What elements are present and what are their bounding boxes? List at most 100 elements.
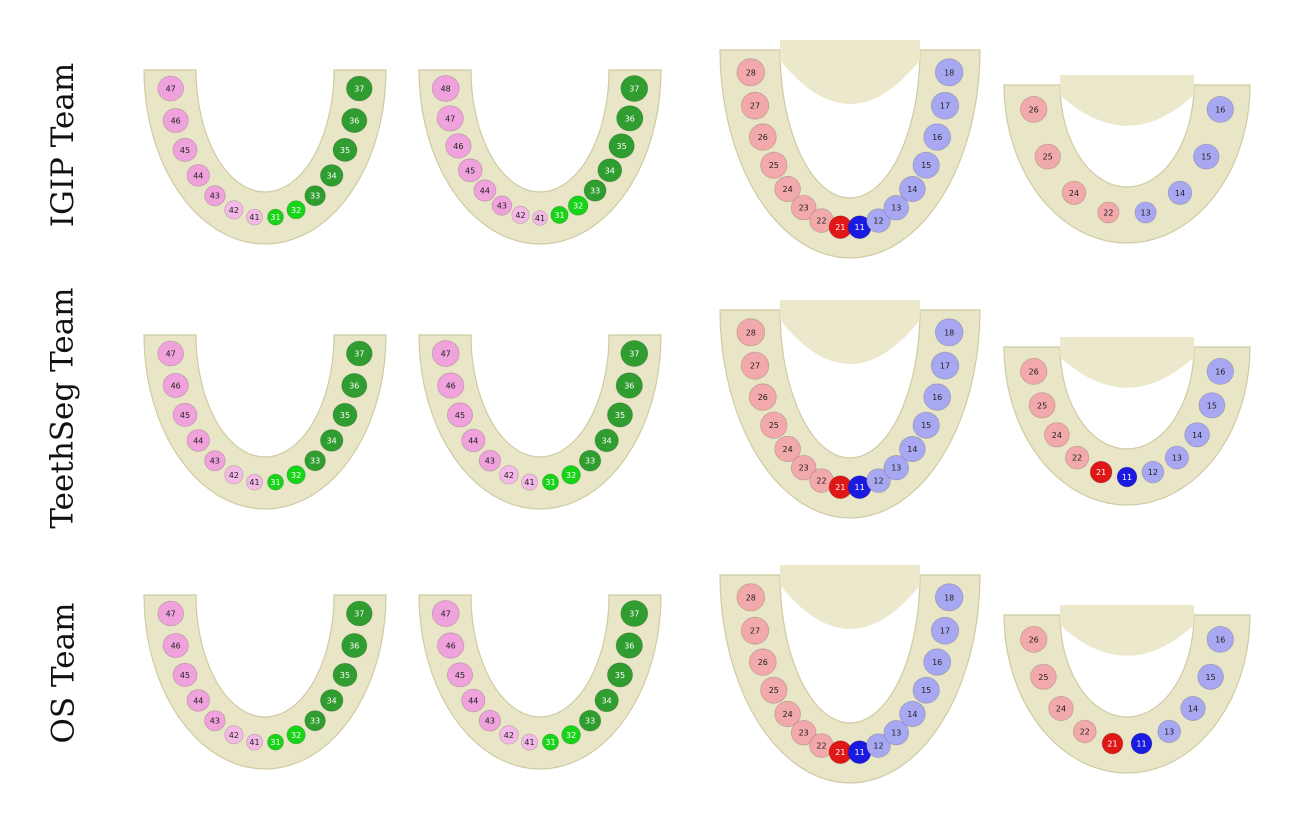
tooth-crown [1197, 663, 1224, 690]
scan-os-upper-small: 26 25 24 22 21 11 13 14 15 16 [1003, 560, 1251, 774]
tooth-number-label: 42 [504, 471, 514, 480]
tooth-23: 23 [790, 194, 817, 221]
tooth-number-label: 48 [441, 85, 451, 94]
tooth-number-label: 34 [327, 171, 337, 180]
tooth-crown [1180, 695, 1206, 721]
tooth-number-label: 18 [944, 68, 954, 77]
tooth-number-label: 25 [1037, 401, 1047, 410]
tooth-number-label: 47 [166, 85, 176, 94]
tooth-46: 46 [162, 633, 189, 659]
tooth-33: 33 [579, 449, 602, 472]
tooth-crown [346, 600, 373, 627]
tooth-crown [748, 648, 777, 676]
tooth-43: 43 [478, 449, 502, 472]
tooth-35: 35 [332, 662, 358, 687]
tooth-41: 41 [246, 733, 263, 751]
tooth-crown [246, 208, 263, 226]
tooth-crown [499, 465, 519, 485]
tooth-crown [930, 351, 960, 380]
tooth-crown [608, 133, 635, 159]
tooth-28: 28 [736, 318, 766, 347]
tooth-22: 22 [1097, 201, 1120, 224]
tooth-15: 15 [1197, 663, 1224, 690]
tooth-41: 41 [246, 208, 263, 226]
tooth-26: 26 [748, 123, 777, 151]
tooth-15: 15 [912, 676, 940, 704]
tooth-34: 34 [597, 158, 623, 183]
scan-svg: 47 46 45 44 43 42 41 31 32 33 34 35 36 37 [143, 69, 387, 245]
tooth-27: 27 [740, 616, 770, 645]
tooth-number-label: 44 [193, 436, 203, 445]
tooth-36: 36 [616, 105, 644, 132]
tooth-number-label: 43 [485, 457, 495, 466]
tooth-crown [332, 402, 358, 427]
tooth-21: 21 [1101, 732, 1124, 755]
tooth-crown [1028, 392, 1056, 419]
tooth-33: 33 [304, 710, 326, 732]
tooth-47: 47 [157, 600, 185, 627]
tooth-number-label: 26 [758, 393, 768, 402]
tooth-crown [172, 137, 198, 162]
tooth-number-label: 35 [340, 411, 350, 420]
tooth-number-label: 11 [855, 223, 865, 232]
tooth-35: 35 [332, 137, 358, 162]
tooth-number-label: 42 [504, 731, 514, 740]
tooth-number-label: 16 [1215, 367, 1225, 376]
tooth-crown [1061, 180, 1087, 205]
tooth-34: 34 [594, 688, 619, 713]
tooth-number-label: 22 [816, 742, 826, 751]
tooth-crown [740, 616, 770, 645]
tooth-number-label: 16 [1215, 635, 1225, 644]
tooth-crown [790, 194, 817, 221]
tooth-number-label: 33 [590, 187, 600, 196]
tooth-number-label: 23 [799, 464, 809, 473]
tooth-15: 15 [912, 411, 940, 439]
tooth-crown [204, 710, 226, 732]
tooth-46: 46 [437, 632, 465, 659]
tooth-number-label: 45 [180, 671, 190, 680]
tooth-16: 16 [923, 383, 952, 411]
tooth-24: 24 [774, 700, 801, 728]
tooth-crown [267, 208, 284, 226]
tooth-13: 13 [883, 454, 910, 481]
tooth-number-label: 15 [921, 686, 931, 695]
tooth-24: 24 [774, 435, 801, 463]
tooth-number-label: 47 [441, 610, 451, 619]
tooth-number-label: 46 [446, 382, 456, 391]
tooth-crown [774, 435, 801, 463]
tooth-number-label: 34 [602, 436, 612, 445]
tooth-13: 13 [1164, 445, 1189, 470]
tooth-crown [866, 733, 891, 758]
tooth-number-label: 32 [291, 731, 301, 740]
gum-surface [143, 594, 387, 770]
tooth-crown [1167, 180, 1193, 205]
tooth-37: 37 [620, 340, 649, 367]
tooth-number-label: 11 [1122, 473, 1132, 482]
tooth-number-label: 16 [1215, 105, 1225, 114]
scan-svg: 28 27 26 25 24 23 22 21 11 12 13 14 15 16 17 18 [719, 40, 981, 259]
tooth-number-label: 34 [327, 436, 337, 445]
tooth-number-label: 21 [835, 483, 845, 492]
tooth-28: 28 [736, 58, 766, 87]
tooth-24: 24 [1044, 422, 1070, 448]
tooth-number-label: 24 [1056, 705, 1066, 714]
tooth-crown [332, 662, 358, 687]
tooth-crown [883, 194, 910, 221]
tooth-42: 42 [499, 725, 519, 745]
tooth-number-label: 14 [1175, 189, 1185, 198]
tooth-17: 17 [930, 616, 960, 645]
tooth-number-label: 43 [210, 457, 220, 466]
tooth-23: 23 [790, 719, 817, 746]
tooth-crown [162, 633, 189, 659]
tooth-number-label: 25 [1043, 153, 1053, 162]
row-label-text: IGIP Team [45, 62, 81, 228]
tooth-number-label: 46 [171, 642, 181, 651]
gum-surface [418, 334, 662, 510]
tooth-crown [606, 402, 633, 428]
tooth-number-label: 15 [1207, 401, 1217, 410]
tooth-32: 32 [286, 725, 306, 745]
tooth-crown [1020, 626, 1048, 653]
tooth-36: 36 [341, 633, 368, 659]
tooth-18: 18 [934, 318, 964, 347]
tooth-43: 43 [478, 709, 502, 732]
